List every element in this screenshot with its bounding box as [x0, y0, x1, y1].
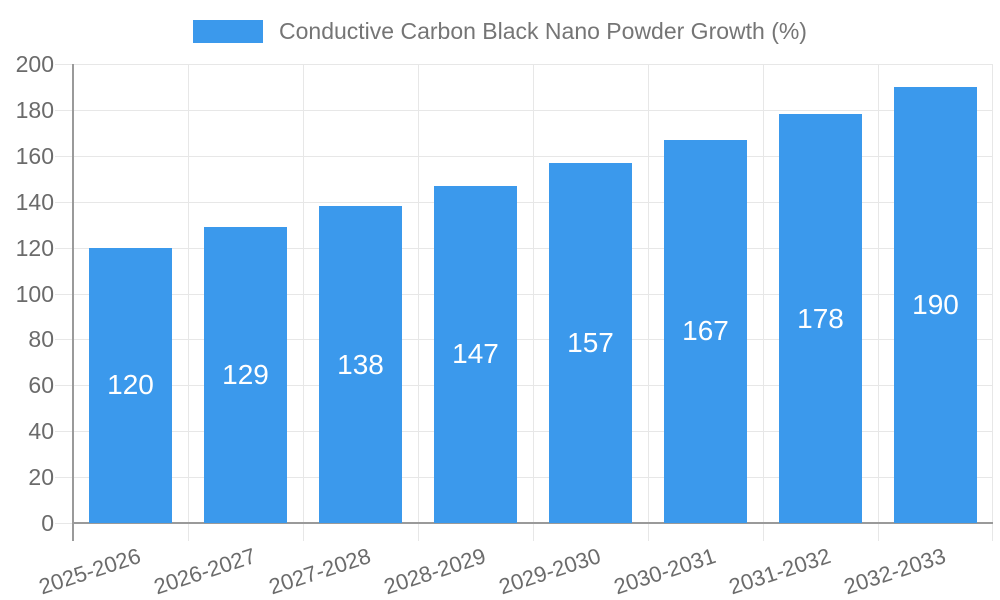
x-tick-label: 2029-2030 [496, 543, 604, 600]
bar-value-label: 147 [452, 338, 499, 370]
legend-label: Conductive Carbon Black Nano Powder Grow… [279, 18, 807, 44]
gridline-horizontal [55, 64, 993, 65]
gridline-horizontal [55, 385, 993, 387]
gridline-vertical [418, 64, 419, 541]
bar[interactable]: 129 [204, 226, 287, 523]
gridline-horizontal [55, 155, 993, 157]
y-tick-label: 200 [15, 51, 54, 77]
gridline-horizontal [55, 339, 993, 341]
gridline-vertical [992, 64, 993, 541]
gridline-vertical [648, 64, 649, 541]
x-tick-label: 2032-2033 [841, 543, 949, 600]
bar-value-label: 120 [107, 369, 154, 401]
gridline-vertical [188, 64, 189, 541]
gridline-horizontal [55, 201, 993, 203]
x-tick-label: 2025-2026 [36, 543, 144, 600]
bar[interactable]: 167 [664, 139, 747, 523]
plot-area: 120 129 138 147 157 167 178 190 [55, 64, 993, 541]
gridline-vertical [763, 64, 764, 541]
bar-value-label: 178 [797, 302, 844, 334]
x-tick-label: 2028-2029 [381, 543, 489, 600]
y-tick-label: 140 [15, 188, 54, 215]
x-tick-label: 2026-2027 [151, 543, 259, 600]
gridline-horizontal [55, 477, 993, 479]
chart-legend[interactable]: Conductive Carbon Black Nano Powder Grow… [0, 18, 1000, 45]
x-tick-label: 2027-2028 [266, 543, 374, 600]
y-tick-label: 20 [28, 464, 54, 491]
gridline-vertical [303, 64, 304, 541]
y-tick-label: 180 [15, 96, 54, 123]
y-tick-label: 60 [28, 372, 54, 399]
bar[interactable]: 178 [779, 114, 862, 523]
y-tick-label: 100 [15, 280, 54, 307]
bar-value-label: 190 [912, 288, 959, 320]
y-tick-label: 160 [15, 142, 54, 169]
bar-value-label: 129 [222, 358, 269, 390]
bar-value-label: 138 [337, 348, 384, 380]
bar[interactable]: 190 [894, 86, 977, 523]
y-tick-label: 80 [28, 326, 54, 353]
gridline-horizontal [55, 293, 993, 295]
x-tick-label: 2031-2032 [726, 543, 834, 600]
legend-swatch [193, 20, 264, 43]
bar-value-label: 157 [567, 326, 614, 358]
bar[interactable]: 138 [319, 206, 402, 523]
y-tick-label: 120 [15, 234, 54, 261]
bar-value-label: 167 [682, 315, 729, 347]
gridline-vertical [533, 64, 534, 541]
x-axis-line [73, 522, 993, 524]
gridline-vertical [878, 64, 879, 541]
x-tick-label: 2030-2031 [611, 543, 719, 600]
y-tick-label: 40 [28, 418, 54, 445]
gridline-horizontal [55, 109, 993, 111]
y-axis-line [72, 64, 74, 541]
y-tick-label: 0 [41, 510, 54, 536]
bar[interactable]: 157 [549, 162, 632, 523]
gridline-horizontal [55, 431, 993, 433]
gridline-horizontal [55, 247, 993, 249]
bar[interactable]: 120 [89, 247, 172, 523]
bar[interactable]: 147 [434, 185, 517, 523]
